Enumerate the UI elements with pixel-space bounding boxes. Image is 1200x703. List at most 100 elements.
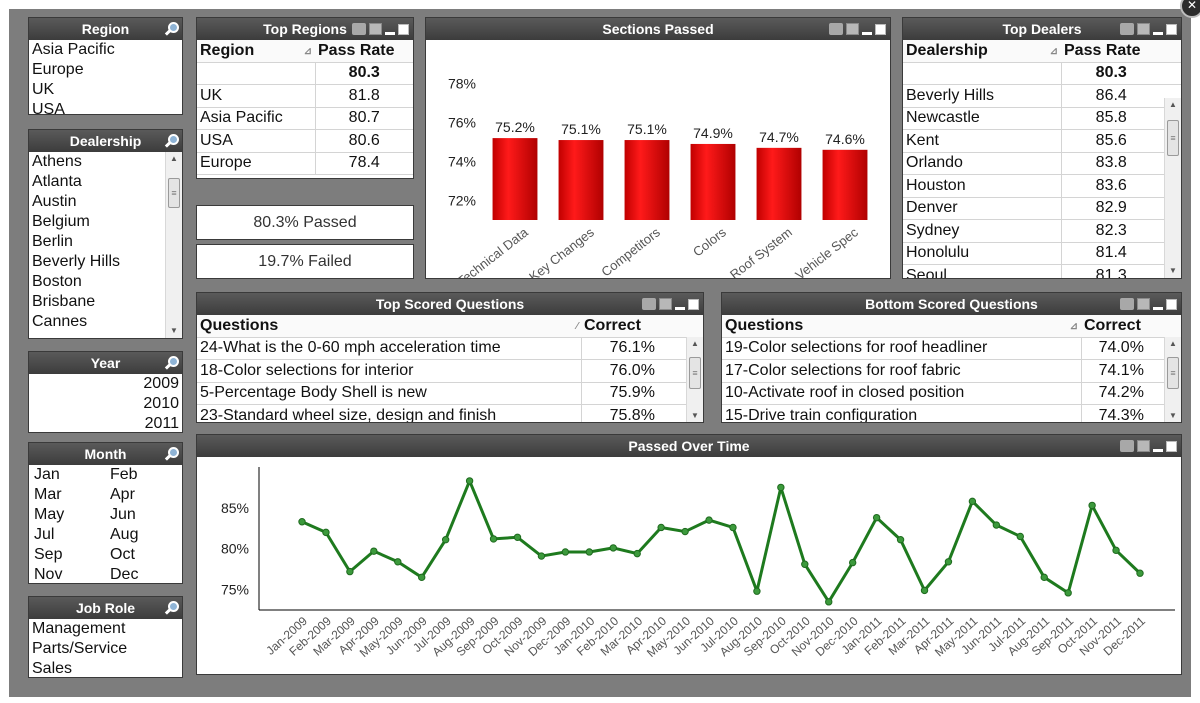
list-item[interactable]: Austin [32,193,77,210]
minimize-icon[interactable] [1153,448,1163,452]
print-icon[interactable] [642,298,656,310]
bar[interactable] [558,140,604,220]
table-row[interactable]: 23-Standard wheel size, design and finis… [197,404,703,422]
list-item[interactable]: USA [32,101,65,115]
list-item[interactable]: Asia Pacific [32,41,115,58]
data-point[interactable] [513,533,522,541]
table-row[interactable]: UK 81.8 [197,84,413,108]
search-icon[interactable] [164,22,179,36]
data-point[interactable] [633,549,641,558]
scroll-down-arrow-icon[interactable]: ▼ [170,326,178,335]
list-item[interactable]: Berlin [32,233,73,250]
minimize-icon[interactable] [675,306,685,310]
scroll-down-arrow-icon[interactable]: ▼ [1169,411,1177,420]
minimize-icon[interactable] [1153,306,1163,310]
data-point[interactable] [801,560,809,568]
column-header-region[interactable]: Region ⊿ [197,40,315,63]
print-icon[interactable] [352,23,366,35]
column-header-questions[interactable]: Questions ⊿ [722,315,1081,338]
list-item[interactable]: Nov [34,566,63,583]
list-item[interactable]: 2009 [143,375,179,392]
excel-export-icon[interactable] [659,298,672,310]
maximize-icon[interactable] [1166,440,1177,452]
print-icon[interactable] [1120,298,1134,310]
column-header-questions[interactable]: Questions ⁄ [197,315,581,338]
table-row[interactable]: Kent 85.6 [903,129,1181,153]
excel-export-icon[interactable] [846,23,859,35]
list-item[interactable]: Mar [34,486,62,503]
table-row[interactable]: Newcastle 85.8 [903,107,1181,130]
maximize-icon[interactable] [1166,298,1177,310]
data-point[interactable] [705,516,713,524]
data-point[interactable] [585,548,594,556]
data-point[interactable] [394,558,402,566]
data-point[interactable] [825,598,833,606]
column-header-pass-rate[interactable]: Pass Rate [1061,40,1161,63]
excel-export-icon[interactable] [1137,298,1150,310]
table-row[interactable]: 18-Color selections for interior 76.0% [197,359,703,383]
data-point[interactable] [944,558,953,566]
column-header-correct[interactable]: Correct [581,315,683,338]
list-item[interactable]: Jul [34,526,55,543]
column-header-pass-rate[interactable]: Pass Rate [315,40,413,63]
bar[interactable] [756,147,802,220]
minimize-icon[interactable] [1153,31,1163,35]
list-item[interactable]: 2010 [143,395,179,412]
table-row[interactable]: Denver 82.9 [903,197,1181,220]
scroll-thumb[interactable]: ≡ [168,178,180,208]
data-point[interactable] [681,527,689,536]
list-item[interactable]: Cannes [32,313,88,330]
data-point[interactable] [346,567,354,576]
close-icon[interactable]: ✕ [1180,0,1200,18]
list-item[interactable]: Apr [110,486,135,503]
data-point[interactable] [1112,546,1120,555]
list-item[interactable]: 2011 [144,415,179,432]
data-point[interactable] [322,528,330,537]
data-point[interactable] [418,573,426,582]
table-row[interactable]: Honolulu 81.4 [903,242,1181,265]
data-point[interactable] [753,587,761,595]
data-point[interactable] [609,544,617,552]
dealership-listbox[interactable]: Dealership Athens Atlanta Austin Belgium Ber… [28,129,183,339]
data-point[interactable] [370,547,378,555]
list-item[interactable]: Brisbane [32,293,96,310]
table-row[interactable]: USA 80.6 [197,129,413,153]
maximize-icon[interactable] [875,23,886,35]
data-point[interactable] [1136,569,1144,577]
list-item[interactable]: Dec [110,566,139,583]
list-item[interactable]: Europe [32,61,84,78]
list-item[interactable]: Management [32,620,126,637]
minimize-icon[interactable] [385,31,395,35]
data-point[interactable] [1016,532,1024,541]
table-row[interactable]: Asia Pacific 80.7 [197,107,413,130]
print-icon[interactable] [1120,440,1134,452]
table-row[interactable]: 10-Activate roof in closed position 74.2% [722,382,1181,405]
list-item[interactable]: Jan [34,466,60,483]
data-point[interactable] [992,521,1001,529]
excel-export-icon[interactable] [369,23,382,35]
table-row[interactable]: 19-Color selections for roof headliner 74… [722,337,1181,360]
table-row[interactable]: Europe 78.4 [197,152,413,175]
table-row[interactable]: 5-Percentage Body Shell is new 75.9% [197,382,703,405]
table-row[interactable]: 15-Drive train configuration 74.3% [722,404,1181,422]
list-item[interactable]: Belgium [32,213,90,230]
table-row[interactable]: 17-Color selections for roof fabric 74.1% [722,359,1181,383]
data-point[interactable] [920,586,929,595]
scroll-up-arrow-icon[interactable]: ▲ [170,154,178,163]
table-row[interactable]: Houston 83.6 [903,174,1181,198]
maximize-icon[interactable] [398,23,409,35]
scroll-thumb[interactable]: ≡ [1167,120,1179,156]
region-listbox[interactable]: Region Asia Pacific Europe UK USA [28,17,183,115]
list-item[interactable]: Jun [110,506,136,523]
data-point[interactable] [657,523,665,532]
search-icon[interactable] [164,356,179,370]
column-header-correct[interactable]: Correct [1081,315,1161,338]
minimize-icon[interactable] [862,31,872,35]
list-item[interactable]: Athens [32,153,82,170]
list-item[interactable]: Oct [110,546,135,563]
scroll-down-arrow-icon[interactable]: ▼ [691,411,699,420]
table-row[interactable]: Seoul 81.3 [903,264,1181,278]
bar[interactable] [492,138,538,220]
list-item[interactable]: Beverly Hills [32,253,121,270]
print-icon[interactable] [1120,23,1134,35]
